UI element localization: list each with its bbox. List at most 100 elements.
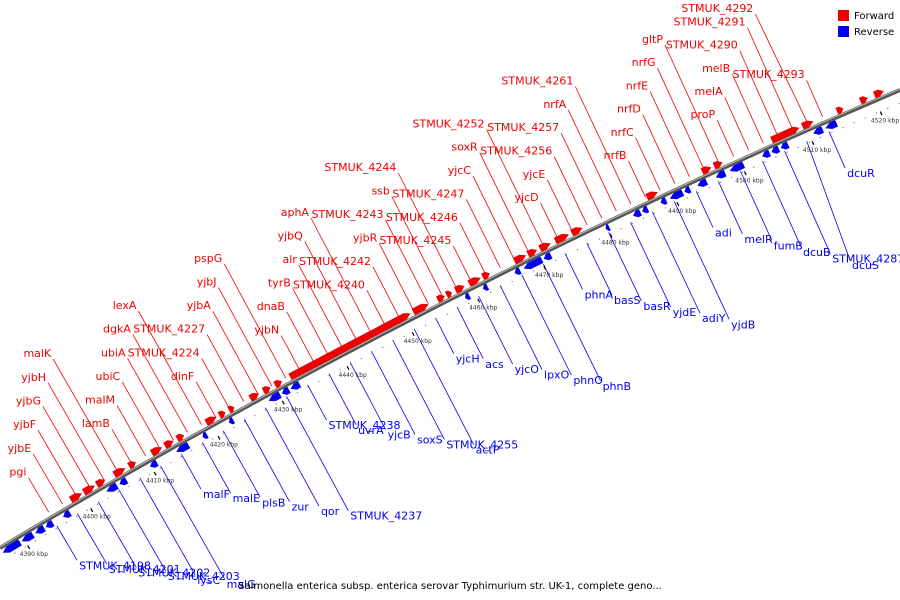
minor-tick: [403, 335, 405, 337]
gene-label: ubiA: [101, 346, 126, 359]
forward-gene-arrow: [526, 248, 538, 258]
minor-tick: [170, 461, 172, 464]
minor-tick: [620, 228, 622, 230]
gene-label: yjdE: [673, 306, 697, 319]
forward-gene-arrow: [127, 461, 136, 470]
reverse-gene-arrow: [150, 459, 159, 468]
reverse-gene-arrow: [684, 186, 692, 194]
minor-tick: [296, 392, 298, 394]
gene-label: gltP: [642, 33, 663, 46]
label-leader-line: [349, 362, 386, 430]
label-leader-line: [717, 181, 743, 235]
label-leader-line: [642, 114, 676, 184]
gene-label: nrfC: [611, 126, 634, 139]
kbp-tick-label: 4400 kbp: [83, 514, 111, 521]
gene-label: yjbE: [8, 442, 32, 455]
forward-gene-arrow: [227, 405, 235, 414]
minor-tick: [339, 369, 341, 371]
label-leader-line: [754, 13, 809, 124]
kbp-tick-label: 4490 kbp: [668, 208, 696, 215]
label-leader-line: [630, 221, 672, 308]
kbp-tick-label: 4440 kbp: [339, 372, 367, 379]
forward-gene-arrow: [835, 106, 844, 115]
label-leader-line: [731, 73, 764, 144]
label-leader-line: [97, 501, 137, 568]
gene-label: nrfE: [626, 79, 648, 92]
kbp-tick-label: 4420 kbp: [210, 442, 238, 449]
reverse-gene-arrow: [715, 169, 727, 179]
minor-tick: [708, 186, 710, 189]
gene-label: yjcH: [456, 353, 480, 366]
minor-tick: [159, 467, 161, 470]
reverse-gene-arrow: [176, 441, 191, 453]
minor-tick: [730, 176, 733, 178]
label-leader-line: [42, 406, 91, 489]
reverse-gene-arrow: [780, 141, 790, 150]
gene-label: yjcO: [515, 363, 540, 376]
kbp-tick-mark: [90, 508, 94, 513]
forward-gene-arrow: [872, 89, 884, 99]
reverse-gene-arrow: [825, 120, 839, 130]
gene-label: STMUK_4256: [480, 145, 552, 158]
label-leader-line: [586, 242, 613, 296]
gene-label: STMUK_4203: [168, 570, 240, 583]
kbp-tick-mark: [217, 435, 221, 440]
gene-label: ssb: [371, 185, 389, 198]
label-leader-line: [806, 141, 851, 261]
gene-label: STMUK_4198: [79, 559, 151, 572]
minor-tick: [222, 432, 224, 434]
minor-tick: [201, 444, 203, 446]
label-leader-line: [459, 222, 487, 275]
label-leader-line: [160, 465, 225, 580]
label-leader-line: [127, 358, 174, 441]
gene-label: yjcC: [448, 164, 472, 177]
minor-tick: [522, 275, 524, 277]
gene-label: soxS: [417, 433, 443, 446]
reverse-gene-arrow: [2, 539, 22, 553]
label-leader-line: [328, 373, 357, 425]
gene-label: yjcE: [523, 168, 546, 181]
reverse-gene-arrow: [268, 391, 282, 402]
kbp-tick-label: 4450 kbp: [404, 338, 432, 345]
kbp-tick-label: 4460 kbp: [469, 305, 497, 312]
forward-gene-arrow: [288, 313, 411, 380]
minor-tick: [65, 521, 68, 524]
gene-label: STMUK_4224: [128, 346, 200, 359]
minor-tick: [842, 127, 844, 129]
gene-label: qor: [321, 505, 340, 518]
label-leader-line: [560, 133, 603, 219]
label-leader-line: [243, 419, 290, 502]
forward-gene-arrow: [481, 271, 490, 280]
minor-tick: [576, 249, 579, 251]
reverse-gene-arrow: [106, 482, 119, 492]
minor-tick: [853, 122, 855, 124]
legend-forward-swatch: [838, 10, 849, 21]
gene-label: STMUK_4245: [379, 234, 451, 247]
label-leader-line: [286, 396, 349, 511]
gene-label: yjbR: [353, 231, 378, 244]
gene-label: nrfB: [604, 149, 627, 162]
forward-gene-arrow: [553, 233, 569, 245]
label-leader-line: [292, 288, 329, 356]
minor-tick: [831, 131, 833, 134]
minor-tick: [264, 409, 267, 411]
minor-tick: [642, 217, 644, 219]
gene-label: basS: [614, 294, 640, 307]
minor-tick: [719, 181, 722, 183]
forward-gene-arrow: [217, 410, 226, 419]
minor-tick: [14, 552, 16, 554]
label-leader-line: [762, 160, 802, 248]
minor-tick: [598, 238, 600, 240]
label-leader-line: [479, 152, 530, 254]
gene-label: STMUK_4242: [299, 255, 371, 268]
gene-label: pspG: [194, 252, 222, 265]
label-leader-line: [828, 131, 846, 169]
gene-label: yjbA: [187, 299, 212, 312]
label-leader-line: [564, 253, 583, 290]
forward-gene-arrow: [94, 479, 106, 488]
gene-label: yjbG: [16, 395, 41, 408]
backbone-highlight: [0, 88, 900, 548]
kbp-tick-label: 4410 kbp: [146, 477, 174, 484]
forward-gene-arrow: [700, 166, 712, 175]
gene-label: aphA: [281, 206, 310, 219]
